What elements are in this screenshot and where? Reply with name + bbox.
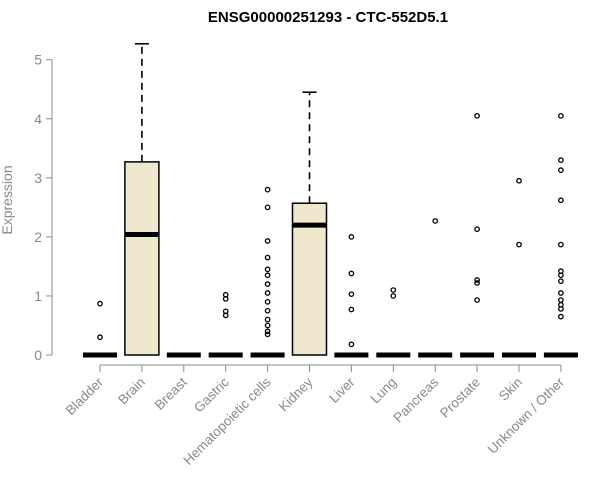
y-tick-label: 4 [34,111,42,127]
outlier-point [264,307,271,314]
outlier-point [558,297,564,303]
x-tick-label: Bladder [63,374,107,418]
outlier-point [558,167,564,174]
outlier-point [264,254,271,261]
outlier-point [348,341,355,348]
outlier-point [474,226,480,233]
outlier-point [97,300,103,307]
outlier-point [558,278,564,285]
x-tick-label: Skin [496,375,525,404]
box-liver [334,234,369,358]
box-brain [124,42,160,356]
outlier-point [558,112,564,119]
outlier-point [558,306,564,312]
outlier-point [348,306,355,313]
outlier-point [474,280,480,286]
y-axis: 0 1 2 3 4 5 [34,52,53,363]
boxes-group [83,42,578,358]
outlier-point [558,241,564,248]
outlier-point [558,197,564,204]
y-axis-label: Expression [0,165,15,234]
box-rect [124,161,160,356]
outlier-point [97,334,103,341]
outlier-point [516,177,522,184]
chart-title: ENSG00000251293 - CTC-552D5.1 [208,9,448,26]
y-tick-label: 3 [34,170,42,186]
x-tick-label: Breast [152,374,190,412]
box-lung [376,287,411,358]
outlier-point [348,291,355,298]
outlier-point [390,287,397,293]
box-kidney [291,91,328,356]
outlier-point [474,112,480,119]
outlier-point [474,277,480,283]
outlier-point [264,328,271,335]
x-tick-label: Liver [326,374,358,406]
outlier-point [348,234,355,240]
outlier-point [264,204,271,211]
y-tick-label: 2 [34,229,42,245]
x-tick-label: Kidney [276,374,316,414]
outlier-point [264,331,271,338]
outlier-point [264,238,271,244]
x-tick-label: Prostate [437,375,483,421]
x-tick-label: Brain [115,375,148,408]
box-gastric [208,291,243,358]
y-tick-label: 5 [34,52,42,68]
outlier-point [516,241,522,248]
outlier-point [558,313,564,320]
box-pancreas [418,218,453,358]
outlier-point [558,290,564,296]
outlier-point [222,296,229,302]
box-hematopoietic-cells [250,186,285,358]
outlier-point [264,186,271,193]
outlier-point [264,316,271,323]
outlier-point [264,266,271,273]
box-skin [502,177,536,358]
outlier-point [264,281,271,287]
y-tick-label: 1 [34,288,42,304]
outlier-point [264,272,271,279]
box-prostate [460,112,495,358]
box-bladder [83,300,117,358]
y-tick-label: 0 [34,347,42,363]
outlier-point [264,322,271,329]
outlier-point [348,270,355,277]
x-tick-label: Lung [368,375,400,407]
outlier-point [222,312,229,319]
outlier-point [264,290,271,296]
outlier-point [432,218,439,224]
x-tick-label: Unknown / Other [485,374,568,457]
outlier-point [390,293,397,299]
outlier-point [474,297,480,303]
outlier-point [264,298,271,305]
box-unknown-other [543,112,578,358]
box-rect [291,202,328,356]
outlier-point [558,157,564,163]
outlier-point [558,272,564,279]
x-tick-label: Gastric [191,374,232,415]
x-tick-label: Pancreas [390,374,441,425]
